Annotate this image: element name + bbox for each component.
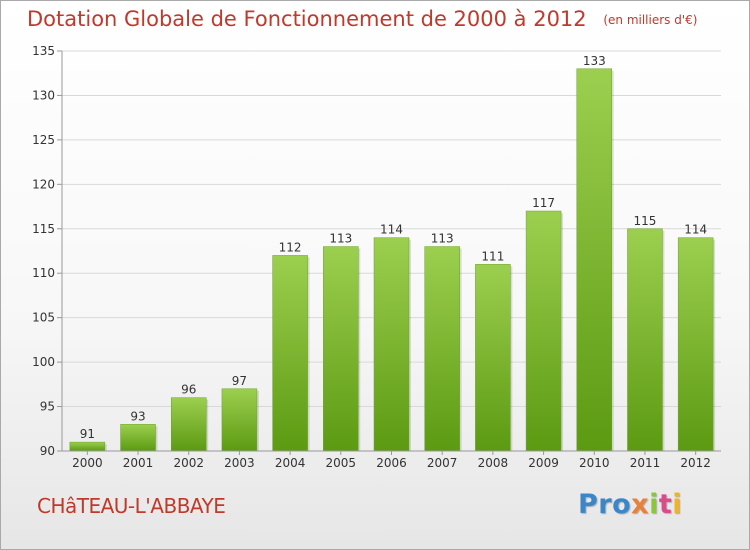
bar-value-label: 96 [181,383,196,397]
bar [120,424,156,452]
bar-value-label: 114 [380,223,403,237]
bar-value-label: 115 [634,214,657,228]
y-tick-label: 105 [32,311,55,325]
x-tick-label: 2004 [275,456,306,470]
x-tick-label: 2007 [427,456,458,470]
y-tick-label: 115 [32,222,55,236]
bars [69,68,716,452]
x-tick-label: 2012 [680,456,711,470]
bar-value-label: 91 [80,427,95,441]
chart-title-text: Dotation Globale de Fonctionnement de 20… [27,7,587,31]
proxiti-logo: Proxiti [578,489,682,520]
bar-value-label: 133 [583,54,606,68]
x-tick-label: 2003 [224,456,255,470]
y-tick-label: 125 [32,133,55,147]
labels: 90 95 100 105 110 115 120 125 130 135 91 2000 93 2001… [32,44,711,470]
y-tick-label: 90 [40,444,55,458]
commune-name: CHâTEAU-L'ABBAYE [37,494,226,518]
x-tick-label: 2009 [528,456,559,470]
logo-part: i [649,489,659,520]
bar [373,237,410,452]
bar [627,228,663,452]
bar [170,397,207,452]
y-tick-label: 135 [32,44,55,58]
bar-value-label: 97 [232,374,247,388]
x-tick-label: 2008 [478,456,509,470]
x-tick-label: 2005 [326,456,357,470]
bar [677,237,714,452]
x-tick-label: 2006 [376,456,407,470]
axes [57,50,721,455]
bar [576,68,613,452]
x-tick-label: 2011 [630,456,661,470]
y-tick-label: 100 [32,355,55,369]
y-tick-label: 95 [40,400,55,414]
bar-value-label: 114 [684,223,707,237]
logo-part: x [631,489,650,520]
logo-part: i [672,489,683,520]
y-tick-label: 120 [32,177,55,191]
bar [525,210,562,452]
y-tick-label: 130 [32,88,55,102]
bar [272,255,308,452]
chart-unit-note: (en milliers d'€) [603,13,698,27]
bar [323,246,359,452]
logo-part: Pro [578,489,632,520]
bar-value-label: 93 [130,409,145,423]
bar-value-label: 117 [532,196,555,210]
bar [221,388,258,452]
bar [69,441,106,452]
x-tick-label: 2000 [72,456,103,470]
y-tick-label: 110 [32,266,55,280]
x-tick-label: 2002 [173,456,204,470]
bar-value-label: 113 [431,232,454,246]
x-tick-label: 2001 [123,456,154,470]
x-tick-label: 2010 [579,456,610,470]
chart-title: Dotation Globale de Fonctionnement de 20… [27,7,697,31]
bar-value-label: 111 [481,249,504,263]
bar-value-label: 113 [329,232,352,246]
bar [475,264,511,452]
logo-part: t [658,489,673,520]
bar [424,246,460,452]
bar-value-label: 112 [279,240,302,254]
